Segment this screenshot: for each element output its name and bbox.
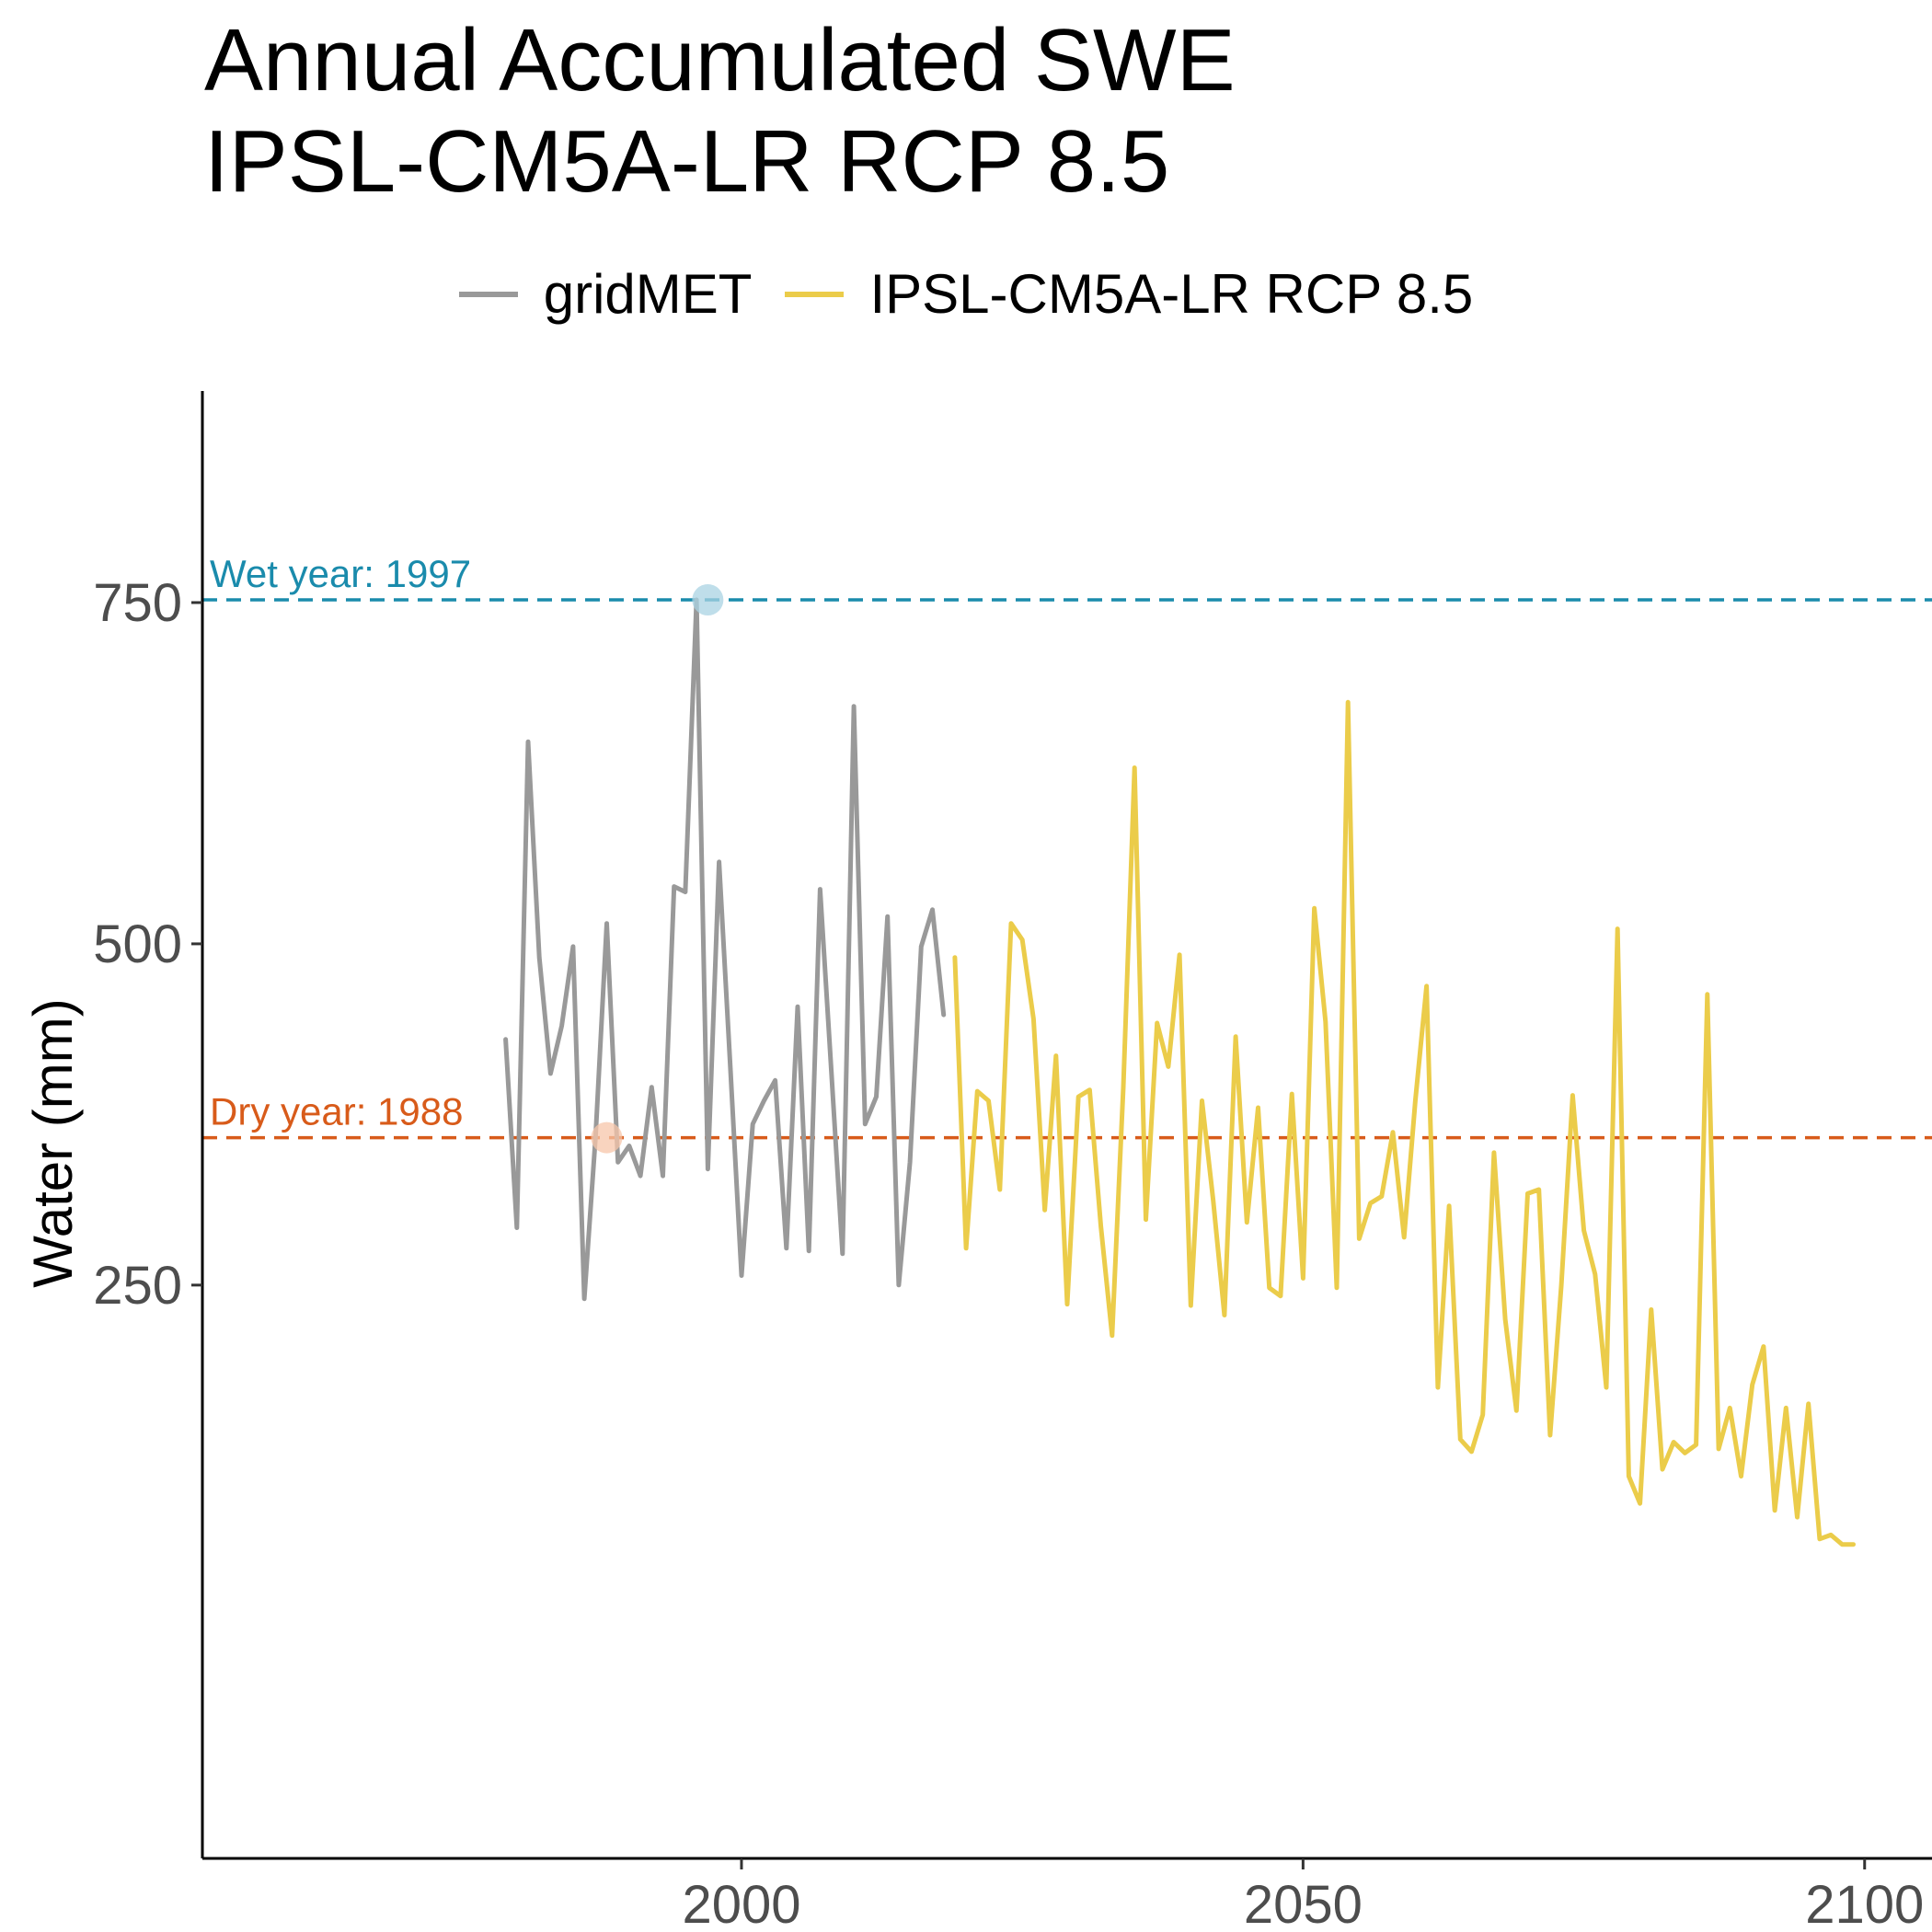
legend-item-gridmet: gridMET: [458, 262, 753, 326]
x-tick-label-2: 2100: [1805, 1875, 1924, 1932]
chart-title-line-2: IPSL-CM5A-LR RCP 8.5: [204, 112, 1170, 211]
y-tick-label-2: 750: [93, 573, 182, 633]
legend-label-gridmet: gridMET: [543, 263, 753, 325]
legend-item-ipsl: IPSL-CM5A-LR RCP 8.5: [785, 262, 1473, 326]
legend-label-ipsl: IPSL-CM5A-LR RCP 8.5: [869, 263, 1474, 325]
series-line-1: [952, 699, 1856, 1547]
x-tick-label-1: 2050: [1244, 1875, 1363, 1932]
legend: gridMET IPSL-CM5A-LR RCP 8.5: [0, 262, 1932, 326]
legend-key-ipsl: [785, 291, 845, 297]
series-line-0: [503, 597, 947, 1302]
annotation-label-1: Dry year: 1988: [210, 1090, 463, 1133]
annotation-label-0: Wet year: 1997: [210, 552, 471, 595]
y-axis-title: Water (mm): [22, 998, 84, 1287]
legend-key-gridmet: [458, 291, 518, 297]
annotation-point-0: [692, 584, 724, 616]
y-tick-label-0: 250: [93, 1256, 182, 1316]
x-tick-label-0: 2000: [682, 1875, 800, 1932]
chart-title-line-1: Annual Accumulated SWE: [204, 11, 1236, 109]
y-tick-label-1: 500: [93, 914, 182, 974]
annotation-point-1: [591, 1121, 623, 1154]
